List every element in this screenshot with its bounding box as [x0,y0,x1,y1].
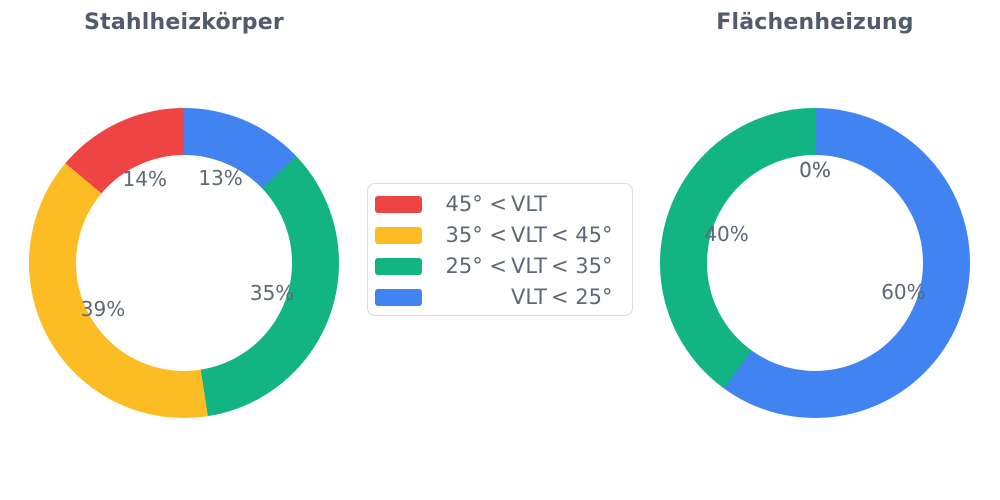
legend-label: VLT [510,254,547,278]
percent-label: 40% [704,222,749,247]
percent-label: 14% [122,166,167,191]
legend-label: 25° < [445,254,508,278]
legend-label: VLT [510,192,547,216]
legend-label [440,287,507,308]
legend-label: < 45° [551,223,613,247]
chart-title-right: Flächenheizung [716,10,914,35]
donut-hole [76,155,292,371]
legend-item: 45° < VLT [375,189,632,220]
legend-label: < 35° [551,254,613,278]
legend-label: < 25° [551,285,613,309]
legend-label: VLT [510,223,547,247]
legend-swatch-green-icon [375,258,422,275]
percent-label: 13% [198,165,243,190]
donut-chart-left: 14% 39% 35% 13% [29,108,339,418]
legend-item: VLT < 25° [375,282,632,313]
legend-label: 45° < [445,192,508,216]
legend-swatch-blue-icon [375,289,422,306]
percent-label: 60% [881,279,926,304]
donut-chart-right: 0% 0% 40% 60% [660,108,970,418]
legend-label: 35° < [445,223,508,247]
legend-label: VLT [510,285,547,309]
percent-label: 0% [799,158,831,182]
percent-label: 35% [249,280,295,305]
legend-item: 25° < VLT < 35° [375,251,632,282]
chart-title-left: Stahlheizkörper [84,10,284,35]
legend-swatch-amber-icon [375,227,422,244]
percent-label: 0% [799,158,831,182]
legend-swatch-red-icon [375,196,422,213]
legend-label [551,194,622,215]
legend: 45° < VLT 35° < VLT < 45° 25° < VLT < 35… [367,183,633,316]
percent-label: 39% [80,296,126,321]
legend-item: 35° < VLT < 45° [375,220,632,251]
donut-hole [707,155,923,371]
